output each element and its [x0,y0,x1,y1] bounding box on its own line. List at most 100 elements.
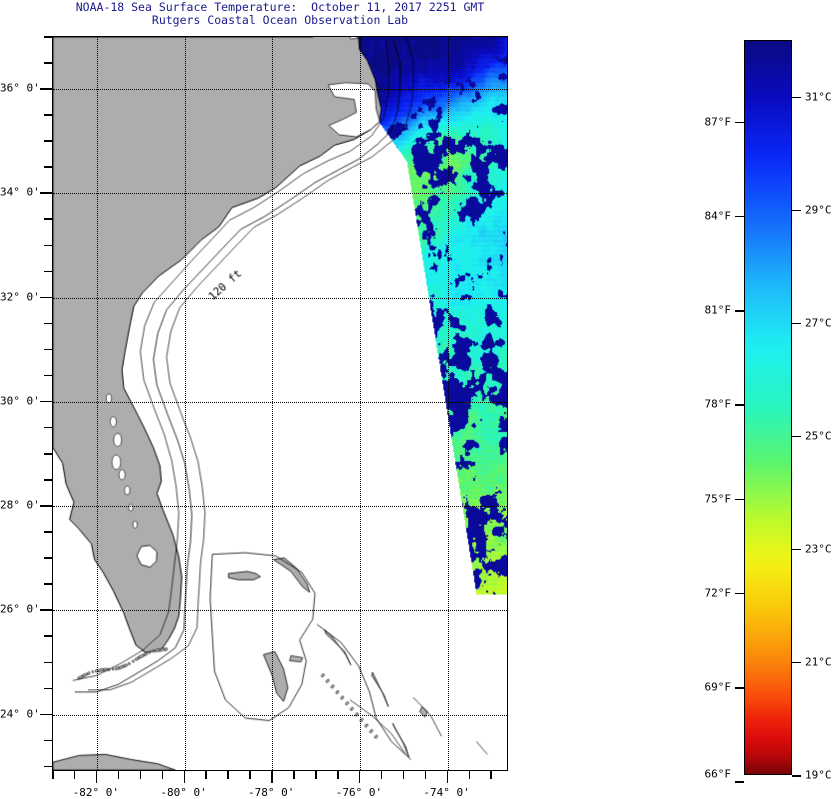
lat-tick-label: 26° 0' [0,602,40,616]
title-line-2: Rutgers Coastal Ocean Observation Lab [151,12,409,27]
lon-tick [446,771,449,783]
lon-tick [380,771,383,779]
lat-tick [44,270,52,273]
colorbar-label-celsius: 21°C [805,655,832,669]
graticule-line-lat [53,610,507,612]
lon-tick [161,771,164,779]
colorbar-label-celsius: 23°C [805,542,832,556]
lat-tick [44,687,52,690]
colorbar-tick-fahrenheit [735,121,744,124]
colorbar-label-fahrenheit: 66°F [704,767,732,781]
colorbar-tick-celsius [792,661,801,664]
colorbar-label-celsius: 19°C [805,768,832,782]
chart-title: NOAA-18 Sea Surface Temperature: October… [0,1,560,26]
colorbar-tick-fahrenheit [735,687,744,689]
lat-tick [44,36,52,38]
lat-tick [40,609,52,611]
lon-tick [337,771,339,779]
lon-tick [293,771,295,779]
colorbar-label-fahrenheit: 81°F [704,303,732,317]
lat-tick-label: 28° 0' [0,498,40,512]
colorbar-label-celsius: 25°C [805,429,832,443]
graticule-line-lat [53,506,507,508]
lat-tick [40,192,52,194]
lat-tick [40,88,52,90]
lat-tick [44,218,52,220]
lat-tick-label: 34° 0' [0,185,40,199]
colorbar-label-fahrenheit: 84°F [704,209,732,223]
lat-tick-label: 36° 0' [0,81,40,95]
graticule-line-lat [53,89,507,91]
lon-tick [227,771,229,779]
colorbar-tick-celsius [792,435,801,438]
colorbar-label-fahrenheit: 78°F [704,397,732,411]
colorbar-tick-fahrenheit [735,498,744,501]
lon-tick [117,771,120,779]
lon-tick [271,771,273,783]
lon-tick [424,771,427,779]
lat-tick-label: 32° 0' [0,290,40,304]
lon-tick [315,771,317,779]
lat-tick [44,114,52,116]
sst-map-canvas [53,37,507,770]
colorbar-tick-celsius [792,775,801,777]
lat-tick [44,479,52,481]
colorbar-label-celsius: 31°C [805,90,832,104]
colorbar-tick-celsius [792,96,801,99]
graticule-line-lon [184,37,186,770]
colorbar-tick-fahrenheit [735,310,744,312]
colorbar-tick-fahrenheit [735,404,744,406]
lat-tick [44,166,52,168]
lat-tick [44,739,52,742]
colorbar-label-fahrenheit: 75°F [704,492,732,506]
colorbar-label-fahrenheit: 72°F [704,586,732,600]
lat-tick-label: 24° 0' [0,707,40,721]
colorbar-tick-celsius [792,548,801,551]
lat-tick [40,296,52,299]
graticule-line-lon [447,37,449,770]
lat-tick [44,348,52,351]
colorbar-tick-celsius [792,209,801,212]
colorbar-label-fahrenheit: 87°F [704,115,732,129]
lat-tick [40,713,52,716]
lon-tick [95,771,98,783]
lon-tick [358,771,361,783]
graticule-line-lon [96,37,98,770]
lat-tick [44,531,52,533]
lat-tick [44,62,52,64]
lat-tick [44,557,52,559]
lon-tick [468,771,471,779]
lat-tick [44,374,52,377]
temperature-colorbar: 31°C 29°C 27°C 25°C 23°C 21°C 19°C 87°F 84°F 81°F… [705,40,832,783]
lat-tick [44,635,52,637]
colorbar-label-celsius: 29°C [805,203,832,217]
graticule-line-lat [53,714,507,716]
lat-tick [44,322,52,325]
lat-tick [44,661,52,664]
lon-tick [490,771,492,779]
graticule-line-lat [53,297,507,299]
colorbar-tick-fahrenheit [735,592,744,595]
lon-tick [249,771,251,779]
graticule-line-lat [53,193,507,195]
lon-tick [139,771,142,779]
lat-tick-label: 30° 0' [0,394,40,408]
colorbar-label-fahrenheit: 69°F [704,680,732,694]
lon-tick [402,771,405,779]
lat-tick [44,453,52,455]
lat-tick [44,426,52,429]
lat-tick [40,505,52,507]
colorbar-tick-celsius [792,322,801,325]
graticule-line-lon [272,37,274,770]
lat-tick [44,583,52,585]
lon-tick [205,771,207,779]
colorbar-gradient [745,41,791,774]
colorbar-frame [744,40,792,775]
title-line-1: NOAA-18 Sea Surface Temperature: October… [75,0,485,14]
lat-tick [44,140,52,142]
colorbar-tick-fahrenheit [735,215,744,218]
lat-tick [44,765,52,768]
lon-tick [183,771,186,783]
lat-tick [44,244,52,246]
colorbar-tick-fahrenheit [735,781,744,783]
